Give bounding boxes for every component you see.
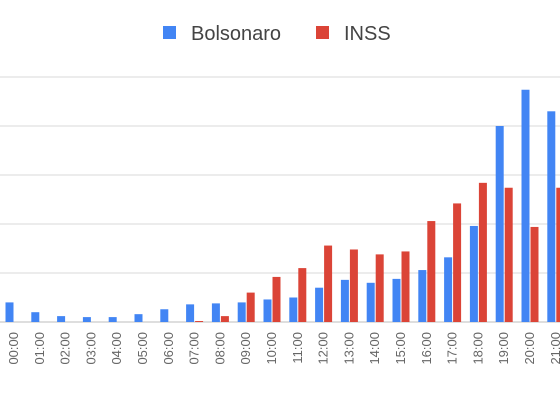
bar-bolsonaro <box>495 126 504 322</box>
x-tick-label: 19:00 <box>496 332 511 365</box>
bar-inss <box>246 292 255 322</box>
x-tick-label: 16:00 <box>419 332 434 365</box>
bar-inss <box>401 251 410 322</box>
bar-bolsonaro <box>82 317 91 322</box>
x-tick-label: 04:00 <box>109 332 124 365</box>
bar-bolsonaro <box>547 111 556 322</box>
bar-bolsonaro <box>418 270 427 322</box>
bar-inss <box>324 245 333 322</box>
x-tick-label: 18:00 <box>470 332 485 365</box>
x-tick-label: 06:00 <box>161 332 176 365</box>
bar-inss <box>195 321 204 322</box>
x-tick-label: 02:00 <box>58 332 73 365</box>
x-tick-label: 05:00 <box>135 332 150 365</box>
legend-swatch-bolsonaro <box>163 26 176 39</box>
legend: Bolsonaro INSS <box>163 23 391 45</box>
bar-bolsonaro <box>160 309 169 322</box>
x-tick-label: 20:00 <box>522 332 537 365</box>
bar-inss <box>530 226 539 322</box>
x-tick-label: 13:00 <box>341 332 356 365</box>
x-tick-label: 11:00 <box>290 332 305 364</box>
bar-bolsonaro <box>57 316 66 322</box>
x-tick-label: 03:00 <box>83 332 98 365</box>
bar-inss <box>453 203 462 322</box>
bar-bolsonaro <box>263 299 272 322</box>
bar-bolsonaro <box>108 317 117 322</box>
x-tick-label: 09:00 <box>238 332 253 365</box>
x-tick-label: 07:00 <box>187 332 202 365</box>
bars <box>5 89 560 323</box>
x-tick-label: 00:00 <box>6 332 21 365</box>
bar-bolsonaro <box>392 278 401 322</box>
bar-inss <box>272 276 281 322</box>
bar-inss <box>504 187 513 322</box>
bar-bolsonaro <box>366 282 375 322</box>
x-tick-label: 14:00 <box>367 332 382 365</box>
gridlines <box>0 76 560 323</box>
legend-swatch-inss <box>316 26 329 39</box>
bar-bolsonaro <box>444 257 453 322</box>
bar-inss <box>298 268 307 322</box>
bar-bolsonaro <box>237 302 246 322</box>
bar-bolsonaro <box>469 225 478 322</box>
bar-inss <box>220 316 229 322</box>
bar-inss <box>349 249 358 322</box>
bar-inss <box>427 221 436 322</box>
x-tick-label: 17:00 <box>445 332 460 365</box>
bar-bolsonaro <box>315 287 324 322</box>
bar-inss <box>556 187 560 322</box>
x-tick-label: 15:00 <box>393 332 408 365</box>
legend-label-bolsonaro: Bolsonaro <box>191 23 281 45</box>
x-tick-label: 10:00 <box>264 332 279 365</box>
x-tick-label: 12:00 <box>316 332 331 365</box>
x-tick-labels: 00:00 01:00 02:00 03:00 04:00 05:00 06:00 07:00… <box>6 332 560 365</box>
legend-label-inss: INSS <box>344 23 391 45</box>
x-tick-label: 01:00 <box>32 332 47 365</box>
bar-bolsonaro <box>521 89 530 323</box>
x-tick-label: 08:00 <box>212 332 227 365</box>
bar-bolsonaro <box>289 297 298 322</box>
bar-bolsonaro <box>31 312 40 322</box>
bar-inss <box>375 254 384 322</box>
bar-bolsonaro <box>134 314 143 322</box>
x-tick-label: 21:00 <box>548 332 560 365</box>
bar-bolsonaro <box>340 279 349 322</box>
bar-bolsonaro <box>211 303 220 322</box>
bar-bolsonaro <box>5 302 14 322</box>
bar-inss <box>478 182 487 322</box>
bar-bolsonaro <box>186 304 195 322</box>
